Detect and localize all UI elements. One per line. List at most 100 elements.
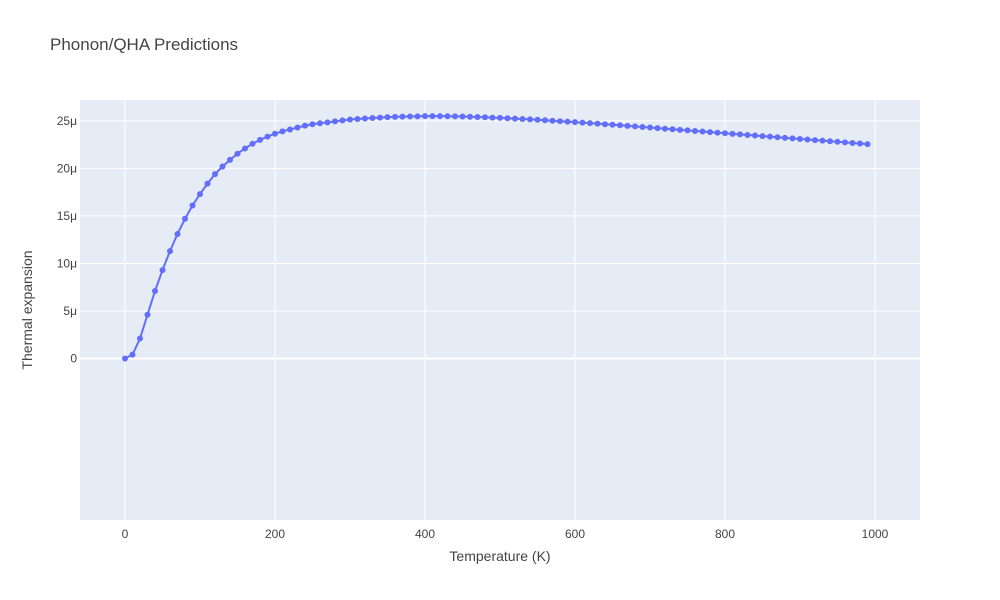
data-point bbox=[759, 133, 766, 140]
x-tick-label: 200 bbox=[265, 527, 285, 541]
data-point bbox=[167, 248, 173, 255]
data-point bbox=[737, 131, 743, 138]
data-point bbox=[707, 129, 713, 136]
data-point bbox=[137, 335, 143, 342]
y-tick-label: 15μ bbox=[57, 209, 77, 223]
data-point bbox=[564, 118, 571, 125]
data-point bbox=[159, 267, 166, 274]
y-tick-label: 5μ bbox=[63, 304, 77, 318]
data-point bbox=[182, 215, 188, 222]
data-point bbox=[354, 116, 361, 123]
data-point bbox=[549, 117, 556, 124]
data-point bbox=[212, 171, 218, 178]
data-point bbox=[152, 287, 158, 294]
data-point bbox=[654, 125, 661, 132]
data-point bbox=[122, 355, 128, 362]
data-point bbox=[384, 114, 391, 121]
data-point bbox=[632, 123, 638, 130]
data-point bbox=[497, 114, 503, 121]
chart-title: Phonon/QHA Predictions bbox=[50, 35, 238, 54]
data-point bbox=[774, 134, 781, 141]
data-point bbox=[332, 118, 338, 125]
data-point bbox=[459, 113, 466, 120]
data-point bbox=[534, 116, 541, 123]
data-point bbox=[339, 117, 346, 124]
data-point bbox=[669, 126, 676, 133]
x-tick-label: 800 bbox=[715, 527, 735, 541]
data-point bbox=[234, 150, 241, 157]
data-point bbox=[317, 120, 323, 127]
data-point bbox=[797, 135, 803, 142]
data-point bbox=[714, 129, 721, 136]
data-point bbox=[699, 128, 706, 135]
data-point bbox=[579, 119, 586, 126]
data-point bbox=[857, 140, 863, 147]
data-point bbox=[227, 156, 233, 163]
data-point bbox=[519, 116, 526, 123]
data-point bbox=[639, 123, 646, 130]
data-point bbox=[812, 137, 818, 144]
data-point bbox=[467, 113, 473, 120]
axis-ticks: 0 200 400 600 800 1000 0 5μ 10μ 15μ 20μ 25μ bbox=[57, 114, 889, 541]
data-point bbox=[752, 132, 758, 139]
data-point bbox=[744, 131, 751, 138]
y-tick-label: 25μ bbox=[57, 114, 77, 128]
data-point bbox=[309, 121, 316, 128]
data-point bbox=[587, 120, 593, 127]
data-point bbox=[302, 122, 308, 129]
data-point bbox=[722, 130, 728, 137]
x-tick-label: 400 bbox=[415, 527, 435, 541]
data-point bbox=[684, 127, 691, 134]
data-point bbox=[729, 130, 736, 137]
data-point bbox=[617, 122, 623, 129]
x-tick-label: 0 bbox=[122, 527, 129, 541]
data-point bbox=[677, 126, 683, 133]
data-point bbox=[452, 113, 458, 120]
data-point bbox=[542, 117, 548, 124]
data-point bbox=[257, 136, 263, 143]
data-point bbox=[474, 114, 481, 121]
data-point bbox=[377, 114, 383, 121]
data-point bbox=[197, 191, 203, 198]
data-point bbox=[249, 140, 256, 147]
x-tick-label: 600 bbox=[565, 527, 585, 541]
data-point bbox=[827, 138, 833, 145]
data-point bbox=[489, 114, 496, 121]
grid-lines bbox=[80, 100, 920, 520]
data-point bbox=[624, 122, 631, 129]
data-point bbox=[392, 113, 398, 120]
data-point bbox=[272, 130, 278, 137]
series-line bbox=[124, 115, 868, 360]
data-point bbox=[602, 121, 608, 128]
data-point bbox=[819, 137, 826, 144]
data-point bbox=[279, 128, 286, 135]
data-point bbox=[842, 139, 848, 146]
data-point bbox=[647, 124, 653, 131]
y-axis-label: Thermal expansion bbox=[19, 250, 35, 369]
data-point bbox=[609, 121, 616, 128]
plot-area bbox=[80, 100, 920, 520]
y-tick-label: 10μ bbox=[57, 256, 77, 270]
data-point bbox=[264, 133, 271, 140]
data-point bbox=[527, 116, 533, 123]
data-point bbox=[129, 351, 136, 358]
data-point bbox=[362, 115, 368, 122]
data-point bbox=[662, 125, 668, 132]
data-point bbox=[144, 311, 151, 318]
data-point bbox=[864, 141, 871, 148]
data-point bbox=[804, 136, 811, 143]
data-point bbox=[767, 133, 773, 140]
data-point bbox=[789, 135, 796, 142]
data-point bbox=[422, 113, 428, 120]
data-point bbox=[219, 163, 226, 170]
data-point bbox=[512, 115, 518, 122]
data-point bbox=[834, 138, 841, 145]
data-point bbox=[287, 126, 293, 133]
y-tick-label: 20μ bbox=[57, 161, 77, 175]
y-tick-label: 0 bbox=[70, 351, 77, 365]
data-point bbox=[294, 124, 301, 131]
data-point bbox=[414, 113, 421, 120]
data-point bbox=[444, 113, 451, 120]
data-point bbox=[437, 113, 443, 120]
